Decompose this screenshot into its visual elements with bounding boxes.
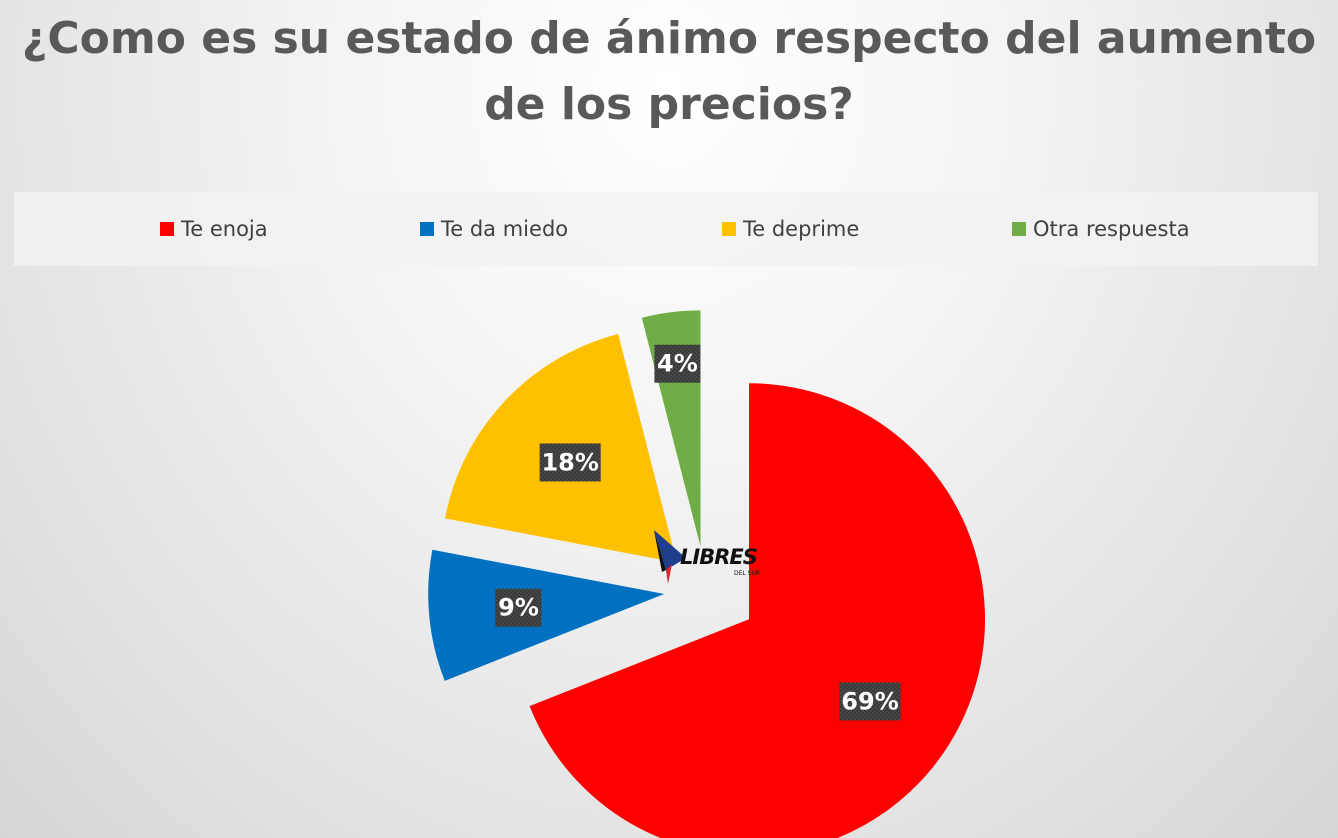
legend-item-te-enoja: Te enoja <box>160 216 268 242</box>
legend-item-te-da-miedo: Te da miedo <box>420 216 568 242</box>
legend-label-te-deprime: Te deprime <box>743 217 860 241</box>
logo-subtext: DEL SUR <box>734 570 761 577</box>
data-label-te-deprime: 18% <box>541 448 598 476</box>
data-label-box-te-deprime <box>539 443 601 482</box>
legend-swatch-te-enoja <box>160 222 174 236</box>
logo-text: LIBRES <box>680 545 758 569</box>
libres-del-sur-logo: LIBRES DEL SUR <box>650 528 762 590</box>
chart-legend: Te enoja Te da miedo Te deprime Otra res… <box>14 192 1318 266</box>
legend-item-otra-respuesta: Otra respuesta <box>1012 216 1190 242</box>
legend-label-otra-respuesta: Otra respuesta <box>1033 217 1190 241</box>
data-label-box-te-enoja <box>839 682 901 721</box>
legend-swatch-te-deprime <box>722 222 736 236</box>
legend-item-te-deprime: Te deprime <box>722 216 859 242</box>
pie-data-labels: 69% 9% 18% 4% <box>495 344 901 721</box>
data-label-te-enoja: 69% <box>841 687 898 715</box>
logo-flag-icon <box>654 530 686 584</box>
pie-slice-te-da-miedo <box>428 549 665 681</box>
legend-label-te-enoja: Te enoja <box>181 217 268 241</box>
legend-label-te-da-miedo: Te da miedo <box>441 217 569 241</box>
pie-slice-te-enoja <box>529 383 986 838</box>
data-label-box-otra-respuesta <box>654 344 701 383</box>
data-label-te-da-miedo: 9% <box>498 594 539 622</box>
legend-swatch-otra-respuesta <box>1012 222 1026 236</box>
legend-swatch-te-da-miedo <box>420 222 434 236</box>
chart-title: ¿Como es su estado de ánimo respecto del… <box>21 13 1317 130</box>
data-label-otra-respuesta: 4% <box>657 350 698 378</box>
data-label-box-te-da-miedo <box>495 588 542 627</box>
